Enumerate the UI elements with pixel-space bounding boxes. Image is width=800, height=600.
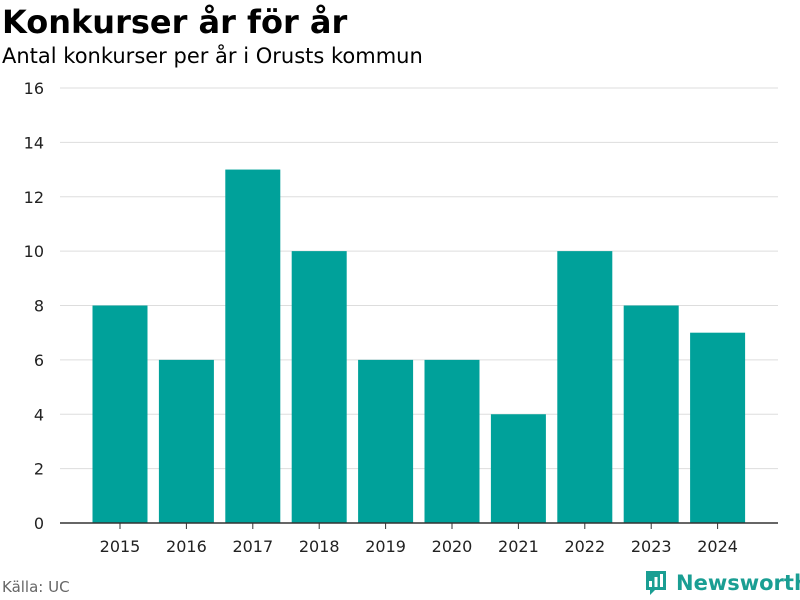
bar-2021 <box>490 414 546 523</box>
y-tick-label: 2 <box>34 460 44 479</box>
y-tick-label: 12 <box>24 188 44 207</box>
bar-2016 <box>158 359 214 523</box>
y-tick-label: 4 <box>34 405 44 424</box>
y-tick-label: 8 <box>34 297 44 316</box>
x-tick-label: 2017 <box>232 537 273 556</box>
y-tick-label: 14 <box>24 133 44 152</box>
x-tick-label: 2019 <box>365 537 406 556</box>
bar-2017 <box>225 169 281 523</box>
chart-subtitle: Antal konkurser per år i Orusts kommun <box>2 44 423 68</box>
brand-name: Newsworthy <box>676 571 800 595</box>
y-tick-label: 0 <box>34 514 44 533</box>
y-tick-label: 10 <box>24 242 44 261</box>
y-tick-label: 16 <box>24 79 44 98</box>
bar-2020 <box>424 359 480 523</box>
bar-2019 <box>358 359 414 523</box>
x-tick-label: 2015 <box>100 537 141 556</box>
bar-2023 <box>623 305 679 523</box>
bar-2024 <box>690 332 746 523</box>
source-note: Källa: UC <box>2 578 70 596</box>
x-tick-label: 2016 <box>166 537 207 556</box>
chart-title: Konkurser år för år <box>2 3 348 41</box>
y-tick-label: 6 <box>34 351 44 370</box>
x-tick-label: 2023 <box>631 537 672 556</box>
x-tick-label: 2020 <box>432 537 473 556</box>
bar-2015 <box>92 305 148 523</box>
x-tick-label: 2021 <box>498 537 539 556</box>
bar-2018 <box>291 251 347 523</box>
bar-2022 <box>557 251 613 523</box>
newsworthy-logo-icon <box>646 571 666 595</box>
x-tick-label: 2024 <box>697 537 738 556</box>
x-tick-label: 2018 <box>299 537 340 556</box>
x-tick-label: 2022 <box>564 537 605 556</box>
brand-logo[interactable]: Newsworthy <box>644 568 800 598</box>
